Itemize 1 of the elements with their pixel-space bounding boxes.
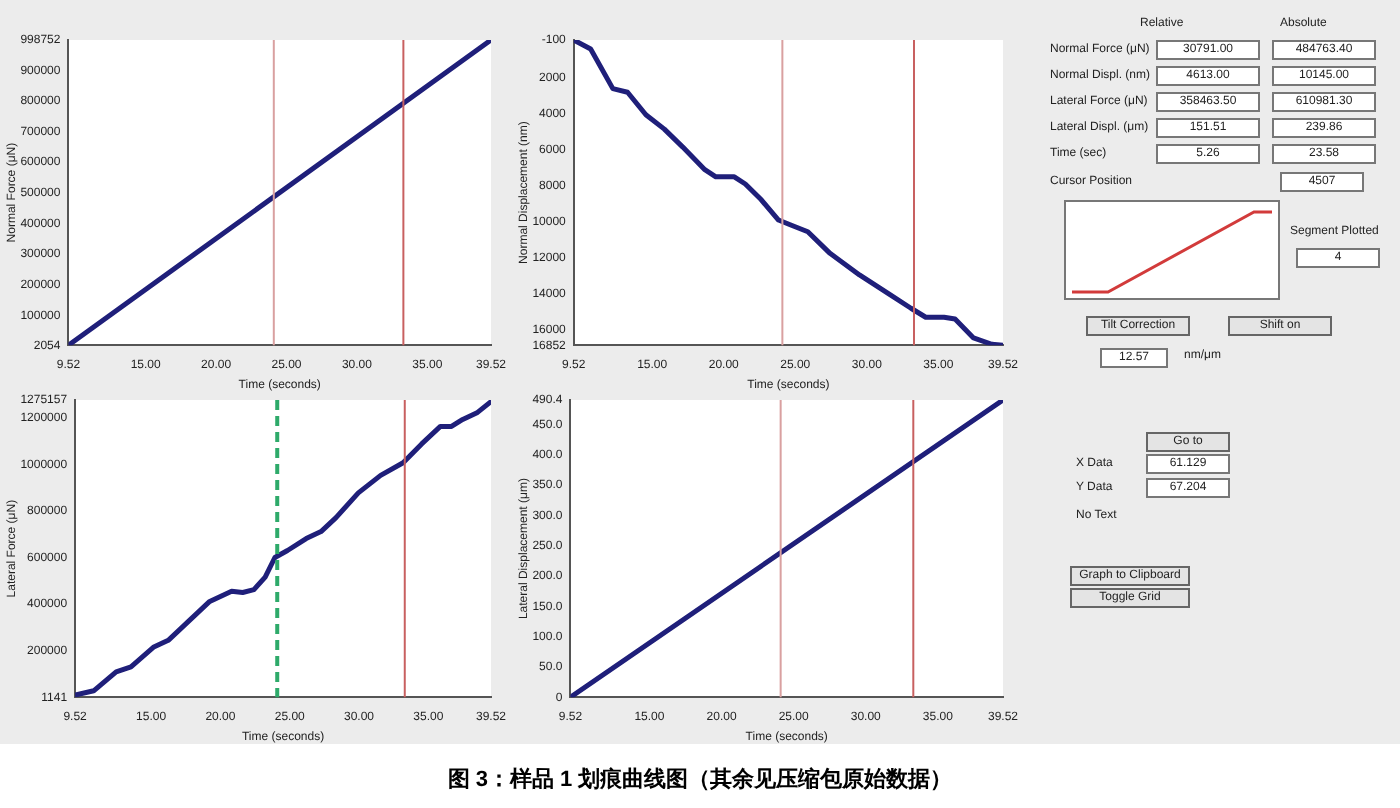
text: 图 3：样品 1 划痕曲线图（其余见压缩包原始数据）	[445, 765, 955, 794]
